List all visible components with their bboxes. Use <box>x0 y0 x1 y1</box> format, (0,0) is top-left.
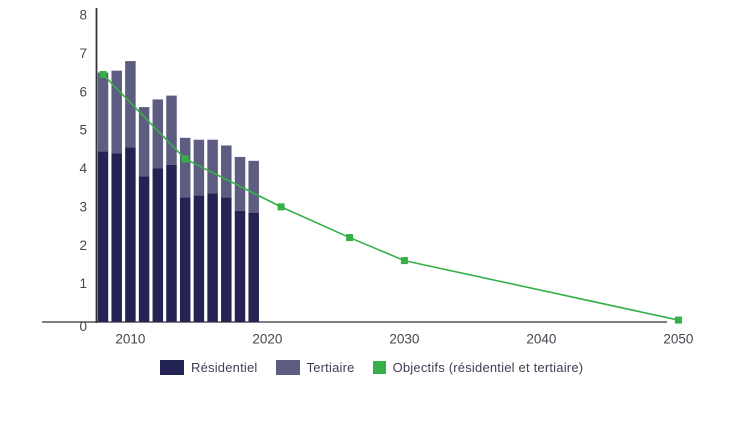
bar-tertiaire-2017 <box>221 145 232 198</box>
bar-residentiel-2008 <box>97 151 109 322</box>
x-tick-label-2030: 2030 <box>389 332 419 347</box>
bar-residentiel-2018 <box>234 210 246 322</box>
x-tick-label-2050: 2050 <box>663 332 693 347</box>
bar-residentiel-2011 <box>138 176 150 322</box>
bar-tertiaire-2009 <box>111 70 122 154</box>
legend-label-tertiaire: Tertiaire <box>306 360 355 375</box>
legend-label-objectifs: Objectifs (résidentiel et tertiaire) <box>392 360 584 375</box>
bar-tertiaire-2013 <box>166 95 177 165</box>
objectifs-marker-2030 <box>400 257 408 265</box>
bar-residentiel-2014 <box>179 197 191 322</box>
chart-legend: Résidentiel Tertiaire Objectifs (résiden… <box>160 360 583 375</box>
objectifs-marker-2008 <box>99 70 107 78</box>
objectifs-line <box>102 73 679 321</box>
objectifs-marker-2026 <box>346 234 354 242</box>
bar-tertiaire-2018 <box>234 156 246 211</box>
legend-item-tertiaire: Tertiaire <box>275 360 355 375</box>
y-tick-label-2: 2 <box>79 238 87 253</box>
objectifs-marker-2014 <box>181 155 189 163</box>
bar-tertiaire-2011 <box>138 107 150 177</box>
legend-label-residentiel: Résidentiel <box>191 360 258 375</box>
residentiel-swatch-icon <box>160 360 184 375</box>
bar-residentiel-2015 <box>193 195 205 322</box>
objectifs-swatch-icon <box>372 361 386 374</box>
bar-tertiaire-2019 <box>248 160 259 213</box>
bar-residentiel-2010 <box>125 147 136 322</box>
bar-residentiel-2012 <box>152 168 164 322</box>
objectifs-marker-2050 <box>674 316 682 324</box>
bar-tertiaire-2012 <box>152 99 164 169</box>
bar-residentiel-2009 <box>111 153 122 322</box>
bar-tertiaire-2010 <box>125 61 136 148</box>
objectifs-marker-2021 <box>277 203 285 211</box>
y-tick-label-1: 1 <box>79 276 87 291</box>
x-tick-label-2040: 2040 <box>526 332 556 347</box>
bar-tertiaire-2015 <box>193 139 205 196</box>
y-tick-label-8: 8 <box>79 8 87 23</box>
bar-tertiaire-2008 <box>97 72 109 152</box>
bar-tertiaire-2016 <box>207 139 218 194</box>
bar-residentiel-2017 <box>221 197 232 322</box>
y-tick-label-5: 5 <box>79 123 87 138</box>
legend-item-residentiel: Résidentiel <box>160 360 258 375</box>
y-tick-label-0: 0 <box>79 319 87 334</box>
tertiaire-swatch-icon <box>275 360 300 375</box>
x-tick-label-2010: 2010 <box>115 332 145 347</box>
y-tick-label-6: 6 <box>79 84 87 99</box>
bar-residentiel-2013 <box>166 164 177 322</box>
x-tick-label-2020: 2020 <box>252 332 282 347</box>
bar-tertiaire-2014 <box>179 137 191 198</box>
bar-residentiel-2019 <box>248 212 259 322</box>
legend-item-objectifs: Objectifs (résidentiel et tertiaire) <box>372 360 584 375</box>
bar-residentiel-2016 <box>207 193 218 322</box>
y-tick-label-4: 4 <box>79 161 87 176</box>
y-tick-label-3: 3 <box>79 199 87 214</box>
y-tick-label-7: 7 <box>79 46 87 61</box>
